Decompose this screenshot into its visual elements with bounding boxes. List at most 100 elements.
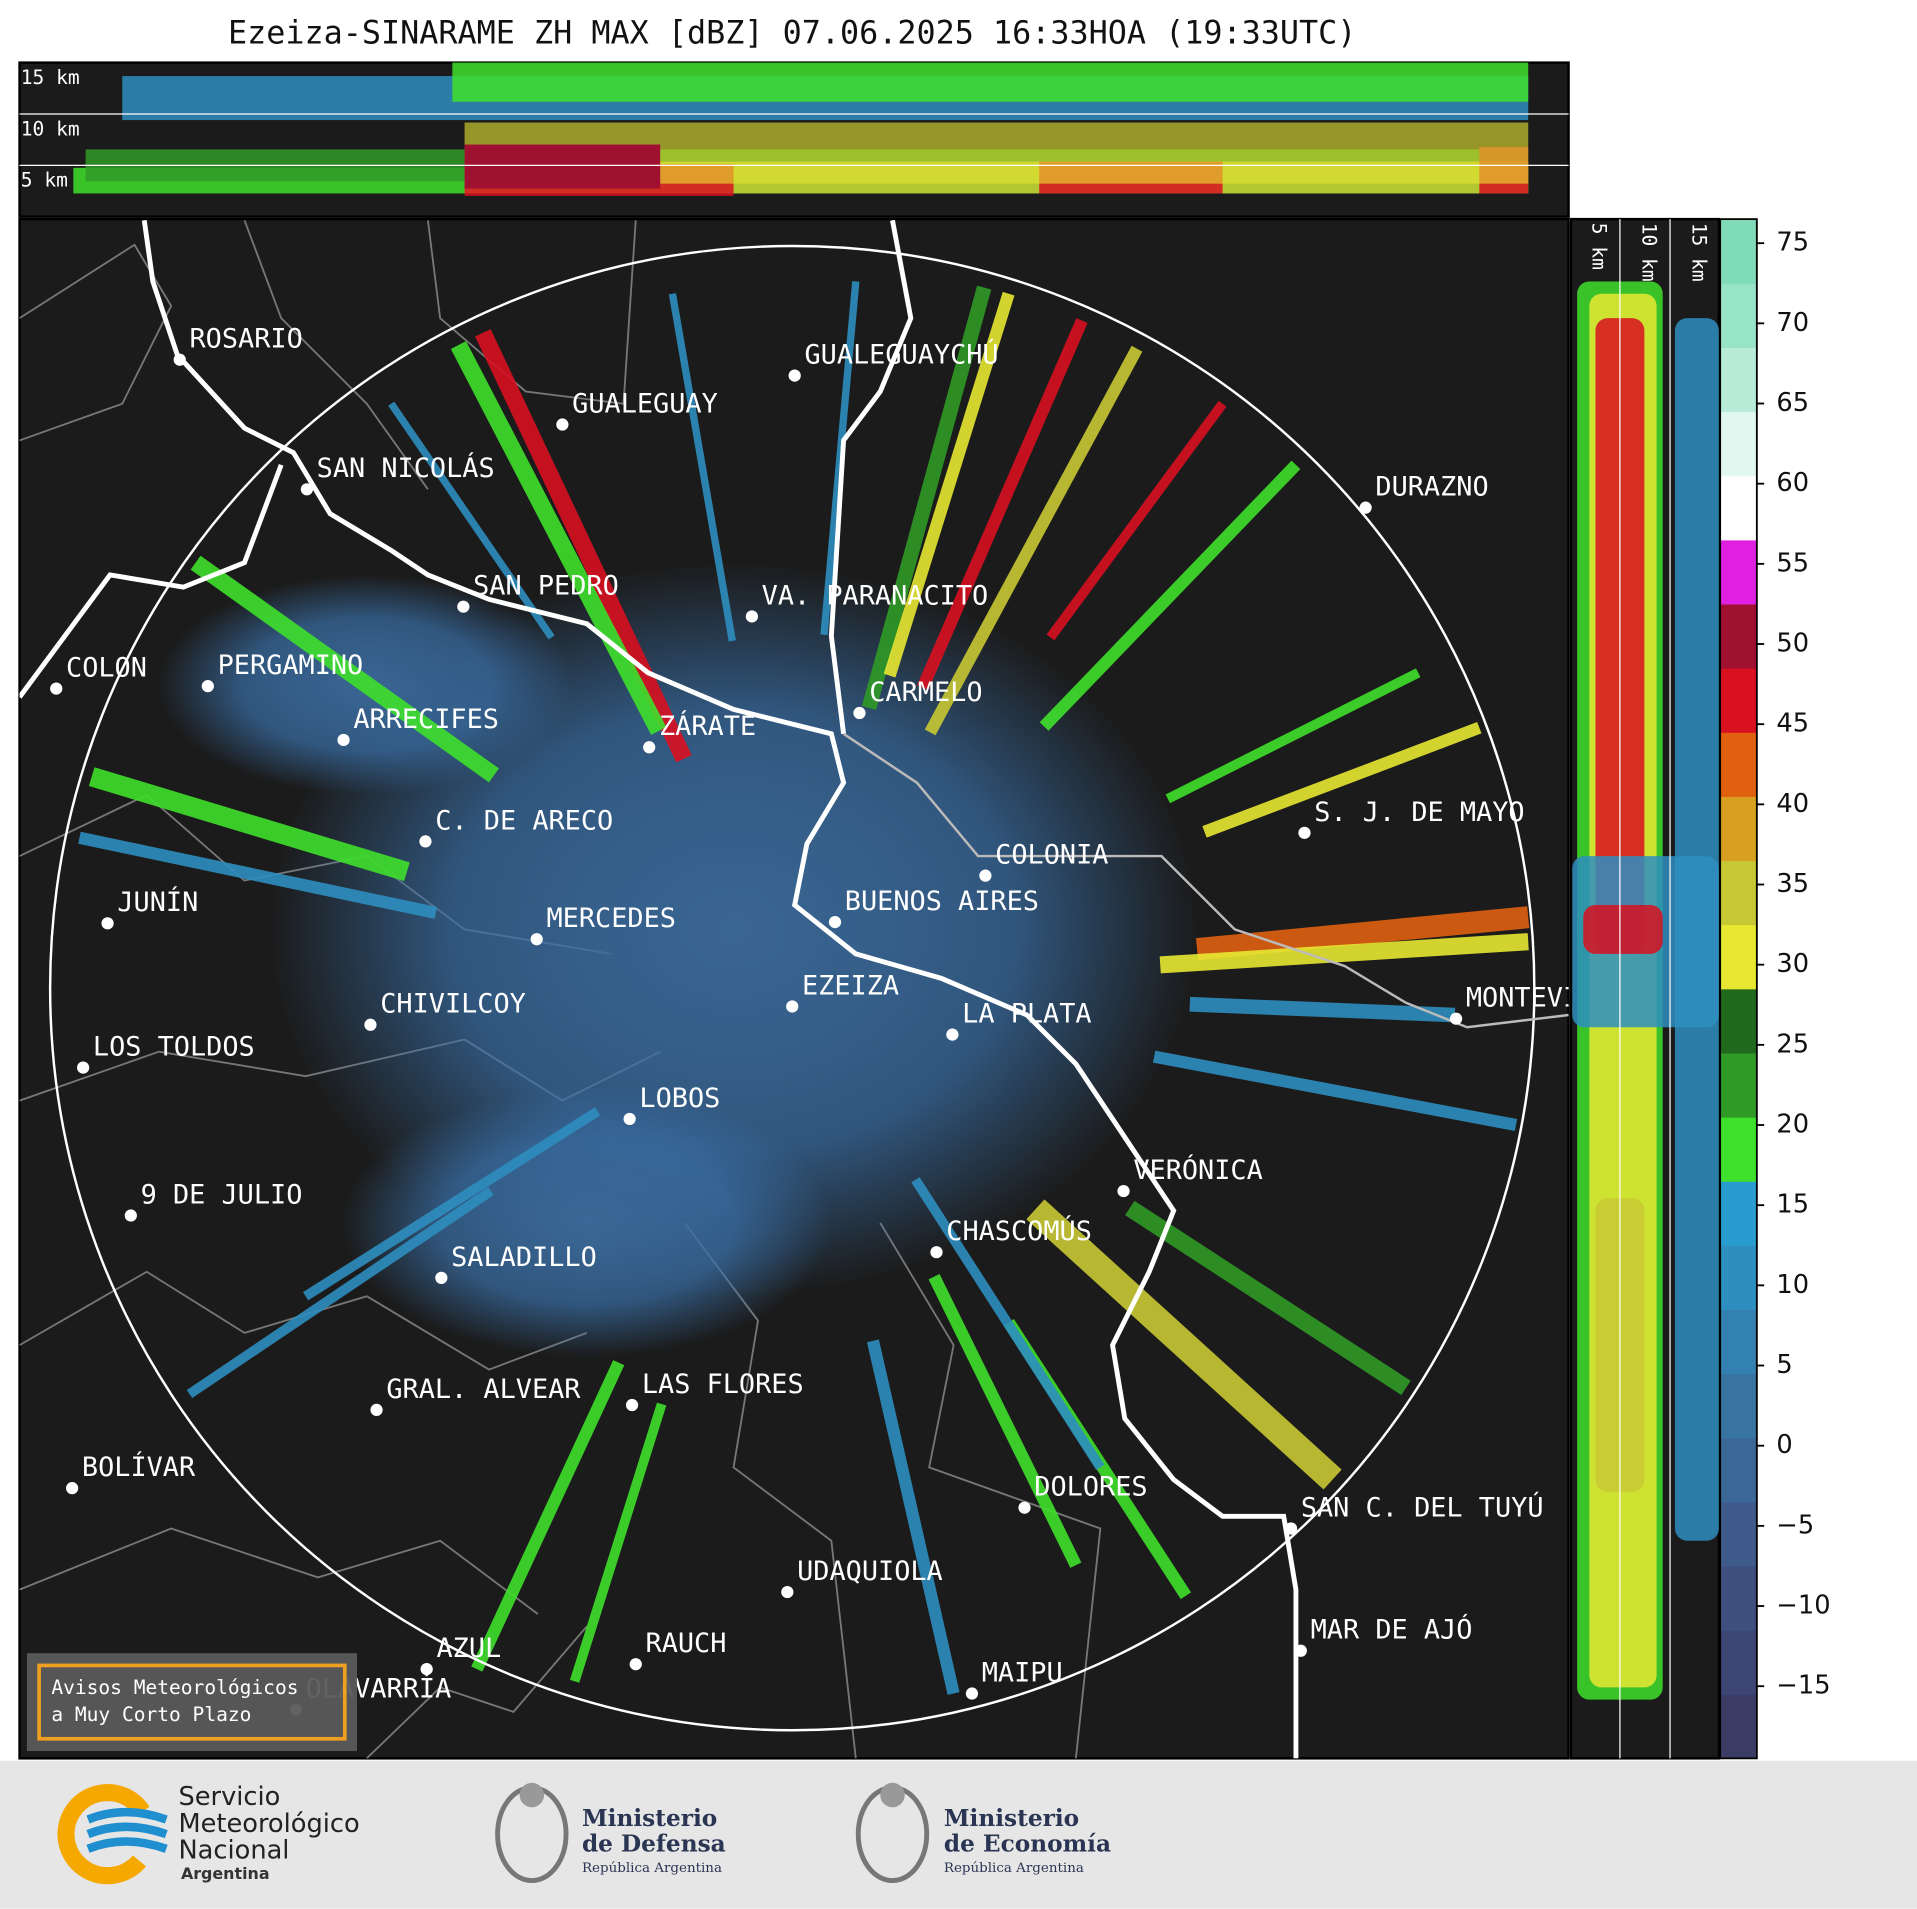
- city-label: BOLÍVAR: [82, 1451, 196, 1483]
- boundary: [19, 243, 173, 442]
- city-label: DURAZNO: [1375, 472, 1488, 503]
- economia-logo: Ministerio de Economía República Argenti…: [855, 1782, 1111, 1884]
- city-dot: [965, 1687, 979, 1700]
- colorbar-band: [1720, 283, 1757, 349]
- colorbar-band: [1720, 1694, 1757, 1759]
- colorbar-tick-label: 50: [1776, 629, 1809, 659]
- city-label: CHIVILCOY: [380, 989, 526, 1020]
- city-dot: [1294, 1644, 1307, 1657]
- city-dot: [1284, 1522, 1298, 1535]
- boundary: [426, 220, 637, 405]
- city-label: GRAL. ALVEAR: [386, 1374, 581, 1405]
- city-label: SAN PEDRO: [473, 571, 619, 602]
- boundary: [243, 220, 429, 490]
- side-profile: [1572, 281, 1719, 1700]
- city-label: EZEIZA: [802, 970, 899, 1001]
- colorbar-band: [1720, 1437, 1757, 1503]
- colorbar-tick-label: 70: [1776, 308, 1809, 338]
- city-label: UDAQUIOLA: [797, 1556, 943, 1587]
- border: [842, 732, 1569, 1029]
- colorbar-band: [1720, 1245, 1757, 1311]
- coastline: [19, 463, 284, 699]
- city-label: BUENOS AIRES: [845, 886, 1039, 917]
- echo-ray: [1125, 1200, 1411, 1396]
- emblem-sun: [880, 1782, 905, 1808]
- echo-ray: [1165, 668, 1421, 804]
- colorbar-band: [1720, 1117, 1757, 1182]
- colorbar-tick-label: 15: [1776, 1190, 1809, 1220]
- echo-ray: [1039, 460, 1301, 731]
- smn-ring: [57, 1784, 158, 1885]
- city-dot: [853, 706, 866, 720]
- colorbar-tick-label: −5: [1776, 1510, 1814, 1540]
- boundary: [879, 1222, 1102, 1759]
- echo-area: [342, 1088, 832, 1358]
- city-label: CARMELO: [869, 677, 982, 708]
- colorbar-tick-label: 5: [1776, 1350, 1792, 1380]
- coastline: [141, 220, 1299, 1759]
- echo-ray: [78, 831, 438, 919]
- echo-ray: [1189, 996, 1456, 1023]
- city-label: PERGAMINO: [218, 650, 364, 681]
- height-label: 10 km: [21, 117, 80, 140]
- city-dot: [457, 600, 470, 613]
- city-dot: [66, 1482, 79, 1495]
- range-ring: [48, 244, 1536, 1732]
- city-label: MAR DE AJÓ: [1311, 1614, 1473, 1646]
- city-dot: [337, 733, 350, 747]
- boundary: [366, 1625, 588, 1759]
- height-label: 10 km: [1638, 223, 1661, 282]
- colorbar-band: [1720, 668, 1757, 733]
- colorbar-band: [1720, 539, 1757, 605]
- colorbar-band: [1720, 603, 1757, 669]
- city-label: SAN C. DEL TUYÚ: [1301, 1491, 1544, 1523]
- logo-text: de Defensa: [582, 1831, 726, 1858]
- colorbar-band: [1720, 1181, 1757, 1246]
- city-dot: [1449, 1012, 1463, 1025]
- logo-text: Ministerio: [944, 1805, 1079, 1832]
- echo-ray: [471, 1360, 625, 1672]
- echo-ray: [928, 1273, 1082, 1568]
- logo-text: Ministerio: [582, 1805, 717, 1832]
- city-dot: [1359, 501, 1372, 514]
- height-label: 15 km: [21, 66, 80, 89]
- city-dot: [530, 933, 543, 946]
- logo-text: Argentina: [181, 1864, 270, 1883]
- city-dot: [623, 1112, 636, 1126]
- city-label: C. DE ARECO: [435, 805, 613, 836]
- colorbar-band: [1720, 732, 1757, 797]
- echo-ray: [450, 341, 667, 735]
- smn-waves: [86, 1807, 168, 1853]
- colorbar-band: [1720, 1052, 1757, 1118]
- city-label: SALADILLO: [451, 1242, 597, 1273]
- city-dot: [629, 1658, 642, 1671]
- colorbar-tick-label: 75: [1776, 228, 1809, 258]
- colorbar-band: [1720, 924, 1757, 990]
- emblem-sun: [519, 1782, 545, 1808]
- map-content: ROSARIO GUALEGUAYCHÚ GUALEGUAY SAN NICOLÁS D…: [19, 219, 1569, 1759]
- echo-ray: [1026, 1199, 1342, 1490]
- city-label: JUNÍN: [117, 886, 198, 918]
- echo-ray: [924, 345, 1143, 736]
- colorbar-band: [1720, 1630, 1757, 1695]
- city-dot: [946, 1028, 959, 1041]
- colorbar-band: [1720, 1565, 1757, 1631]
- warning-backdrop: [26, 1653, 357, 1752]
- warning-text: a Muy Corto Plazo: [51, 1703, 251, 1726]
- title: Ezeiza-SINARAME ZH MAX [dBZ] 07.06.2025 …: [228, 16, 1356, 52]
- colorbar-band: [1720, 1501, 1757, 1567]
- colorbar-tick-label: 65: [1776, 388, 1809, 418]
- city-label: S. J. DE MAYO: [1314, 797, 1524, 828]
- city-label: RAUCH: [646, 1628, 727, 1659]
- smn-logo: Servicio Meteorológico Nacional Argentin…: [57, 1782, 360, 1885]
- colorbar-band: [1720, 860, 1757, 926]
- colorbar-tick-label: 30: [1776, 949, 1809, 979]
- city-dot: [781, 1585, 794, 1599]
- colorbar-tick-label: 0: [1776, 1430, 1792, 1460]
- city-dot: [556, 418, 569, 431]
- colorbar-tick-label: 60: [1776, 468, 1809, 498]
- footer-band: [0, 1760, 1917, 1909]
- boundary: [19, 1527, 539, 1615]
- city-dot: [745, 610, 758, 623]
